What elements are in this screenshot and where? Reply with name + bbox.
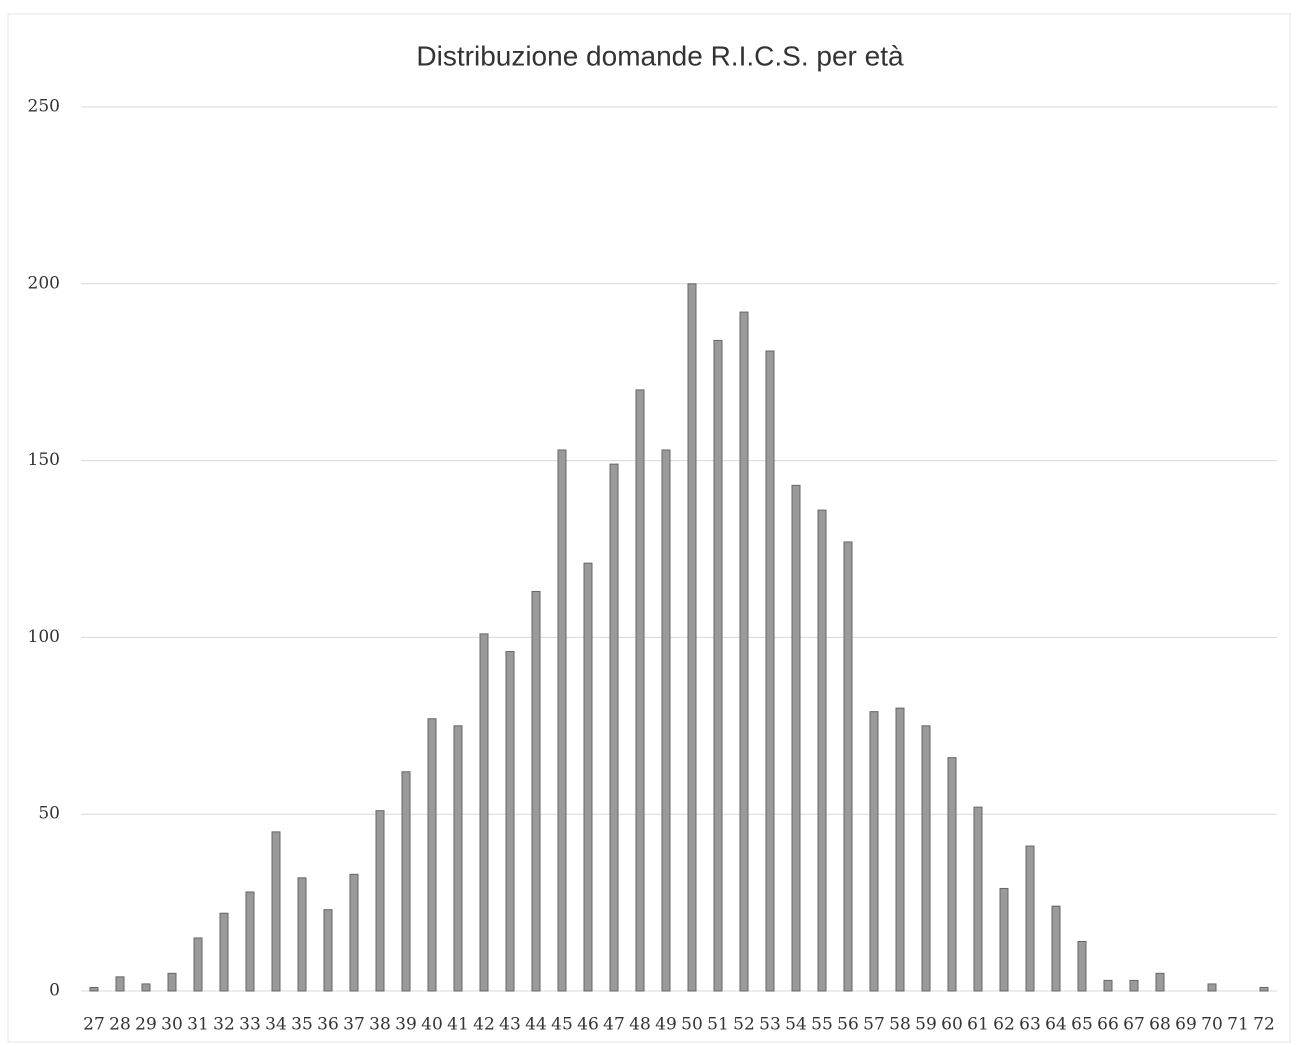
bar xyxy=(1025,845,1035,992)
bar xyxy=(557,449,567,992)
bar xyxy=(531,590,541,992)
x-tick-label: 72 xyxy=(1253,1015,1275,1035)
x-tick-label: 59 xyxy=(915,1015,937,1035)
x-tick-label: 48 xyxy=(629,1015,651,1035)
bar xyxy=(869,711,879,992)
bar xyxy=(661,449,671,992)
x-tick-label: 70 xyxy=(1201,1015,1223,1035)
y-tick-label: 0 xyxy=(49,981,60,1001)
x-tick-label: 66 xyxy=(1097,1015,1119,1035)
x-tick-label: 39 xyxy=(395,1015,417,1035)
x-tick-label: 65 xyxy=(1071,1015,1093,1035)
bar xyxy=(401,771,411,992)
x-tick-label: 31 xyxy=(187,1015,209,1035)
bar xyxy=(193,937,203,992)
x-tick-label: 42 xyxy=(473,1015,495,1035)
x-tick-label: 68 xyxy=(1149,1015,1171,1035)
bar xyxy=(817,509,827,992)
x-tick-label: 52 xyxy=(733,1015,755,1035)
x-tick-label: 60 xyxy=(941,1015,963,1035)
bar xyxy=(479,633,489,992)
bar xyxy=(583,562,593,992)
x-tick-label: 50 xyxy=(681,1015,703,1035)
x-tick-label: 63 xyxy=(1019,1015,1041,1035)
bar xyxy=(713,339,723,992)
chart-frame xyxy=(7,13,1291,1043)
bar xyxy=(635,389,645,992)
x-tick-label: 61 xyxy=(967,1015,989,1035)
x-tick-label: 41 xyxy=(447,1015,469,1035)
x-tick-label: 56 xyxy=(837,1015,859,1035)
bar xyxy=(1155,972,1165,992)
x-tick-label: 53 xyxy=(759,1015,781,1035)
x-tick-label: 46 xyxy=(577,1015,599,1035)
x-tick-label: 69 xyxy=(1175,1015,1197,1035)
bar xyxy=(453,725,463,992)
y-tick-label: 50 xyxy=(38,804,60,824)
x-tick-label: 55 xyxy=(811,1015,833,1035)
bar xyxy=(427,718,437,992)
bar xyxy=(973,806,983,992)
x-tick-label: 49 xyxy=(655,1015,677,1035)
x-tick-label: 47 xyxy=(603,1015,625,1035)
x-tick-label: 38 xyxy=(369,1015,391,1035)
x-tick-label: 27 xyxy=(83,1015,105,1035)
x-tick-label: 54 xyxy=(785,1015,807,1035)
bar xyxy=(1103,979,1113,992)
bar xyxy=(687,283,697,992)
x-tick-label: 40 xyxy=(421,1015,443,1035)
x-tick-label: 71 xyxy=(1227,1015,1249,1035)
bar xyxy=(245,891,255,992)
y-tick-label: 150 xyxy=(28,450,60,470)
x-tick-label: 28 xyxy=(109,1015,131,1035)
bar xyxy=(1259,986,1269,992)
x-tick-label: 33 xyxy=(239,1015,261,1035)
x-tick-label: 43 xyxy=(499,1015,521,1035)
bar xyxy=(115,976,125,992)
bar xyxy=(141,983,151,992)
bar xyxy=(1077,940,1087,992)
x-tick-label: 57 xyxy=(863,1015,885,1035)
x-tick-label: 34 xyxy=(265,1015,287,1035)
bar xyxy=(791,484,801,992)
bar xyxy=(843,541,853,992)
bar xyxy=(219,912,229,992)
bar xyxy=(765,350,775,992)
bar xyxy=(349,873,359,992)
x-tick-label: 29 xyxy=(135,1015,157,1035)
x-tick-label: 67 xyxy=(1123,1015,1145,1035)
bar xyxy=(895,707,905,992)
bar xyxy=(1051,905,1061,992)
bar xyxy=(505,651,515,992)
x-tick-label: 44 xyxy=(525,1015,547,1035)
chart-title: Distribuzione domande R.I.C.S. per età xyxy=(416,40,904,71)
y-tick-label: 250 xyxy=(28,97,60,117)
bar xyxy=(609,463,619,992)
x-tick-label: 35 xyxy=(291,1015,313,1035)
x-tick-label: 64 xyxy=(1045,1015,1067,1035)
bar xyxy=(1129,979,1139,992)
x-tick-label: 58 xyxy=(889,1015,911,1035)
y-tick-label: 100 xyxy=(28,627,60,647)
x-tick-label: 62 xyxy=(993,1015,1015,1035)
bar xyxy=(271,831,281,992)
bar xyxy=(999,887,1009,992)
bar xyxy=(167,972,177,992)
bar xyxy=(375,810,385,992)
x-tick-label: 36 xyxy=(317,1015,339,1035)
bar xyxy=(947,757,957,992)
bar xyxy=(89,986,99,992)
x-tick-label: 37 xyxy=(343,1015,365,1035)
y-tick-label: 200 xyxy=(28,273,60,293)
x-tick-label: 51 xyxy=(707,1015,729,1035)
bar xyxy=(323,909,333,992)
x-tick-label: 30 xyxy=(161,1015,183,1035)
bar xyxy=(921,725,931,992)
bar xyxy=(739,311,749,992)
x-tick-label: 45 xyxy=(551,1015,573,1035)
x-tick-label: 32 xyxy=(213,1015,235,1035)
bar xyxy=(297,877,307,992)
bar xyxy=(1207,983,1217,992)
